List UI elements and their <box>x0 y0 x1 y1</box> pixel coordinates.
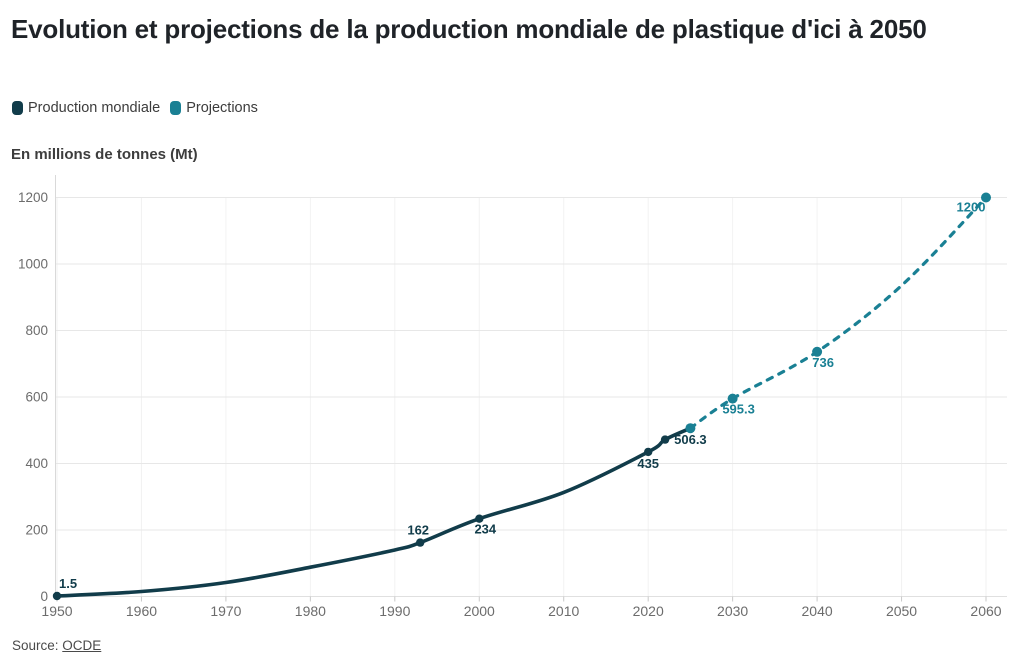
data-point-label: 435 <box>637 456 659 471</box>
x-tick-label: 1990 <box>379 603 410 619</box>
x-tick-label: 1960 <box>126 603 157 619</box>
data-point-label: 1200 <box>957 200 986 215</box>
data-point-marker <box>416 538 425 547</box>
legend: Production mondiale Projections <box>12 100 258 116</box>
source-line: Source: OCDE <box>12 638 101 653</box>
data-point-marker <box>52 591 62 601</box>
y-tick-label: 0 <box>40 589 48 604</box>
series-line-projections <box>688 195 988 430</box>
series-markers-projections: 595.3 736 1200 <box>685 192 991 434</box>
data-point-marker <box>644 447 653 457</box>
x-tick-label: 2010 <box>548 603 579 619</box>
data-point-label: 595.3 <box>722 402 755 417</box>
data-point-label: 234 <box>474 522 496 537</box>
y-tick-label: 800 <box>25 323 48 338</box>
x-tick-label: 2060 <box>970 603 1001 619</box>
source-prefix: Source: <box>12 638 63 653</box>
data-point-label: 162 <box>407 523 429 538</box>
y-tick-label: 200 <box>25 523 48 538</box>
page-title: Evolution et projections de la productio… <box>11 14 927 44</box>
y-tick-label: 600 <box>25 390 48 405</box>
x-axis-labels: 1950 1960 1970 1980 1990 2000 2010 2020 2030 2040… <box>41 603 1001 619</box>
x-tick-label: 2020 <box>633 603 664 619</box>
legend-item-projections: Projections <box>170 100 258 116</box>
grid <box>55 175 1007 602</box>
data-point-marker <box>812 346 823 357</box>
y-tick-label: 1200 <box>18 190 48 205</box>
data-point-marker <box>475 514 484 523</box>
data-point-label: 1.5 <box>59 576 77 591</box>
x-tick-label: 2040 <box>802 603 833 619</box>
legend-label: Production mondiale <box>28 100 161 116</box>
data-point-marker <box>660 435 670 444</box>
x-tick-label: 2000 <box>464 603 495 619</box>
legend-swatch <box>12 101 23 115</box>
series-line-production-mondiale <box>55 426 693 598</box>
series-markers-production-mondiale: 1.5 162 234 435 506.3 <box>52 432 707 601</box>
legend-swatch <box>170 101 182 115</box>
x-tick-label: 2030 <box>717 603 748 619</box>
data-point-label: 736 <box>812 355 834 370</box>
legend-item-production-mondiale: Production mondiale <box>12 100 160 116</box>
data-point-marker <box>981 192 991 203</box>
y-axis-title: En millions de tonnes (Mt) <box>11 146 198 163</box>
y-axis-labels: 0 200 400 600 800 1000 1200 <box>18 190 48 604</box>
source-link[interactable]: OCDE <box>62 638 102 653</box>
y-tick-label: 1000 <box>18 257 48 272</box>
y-tick-label: 400 <box>25 456 48 471</box>
x-tick-label: 1950 <box>41 603 72 619</box>
data-point-label: 506.3 <box>674 432 707 447</box>
data-point-marker <box>727 393 738 404</box>
x-tick-label: 1970 <box>210 603 241 619</box>
x-tick-label: 1980 <box>295 603 326 619</box>
x-tick-label: 2050 <box>886 603 917 619</box>
data-point-marker <box>685 423 696 434</box>
legend-label: Projections <box>186 100 258 116</box>
